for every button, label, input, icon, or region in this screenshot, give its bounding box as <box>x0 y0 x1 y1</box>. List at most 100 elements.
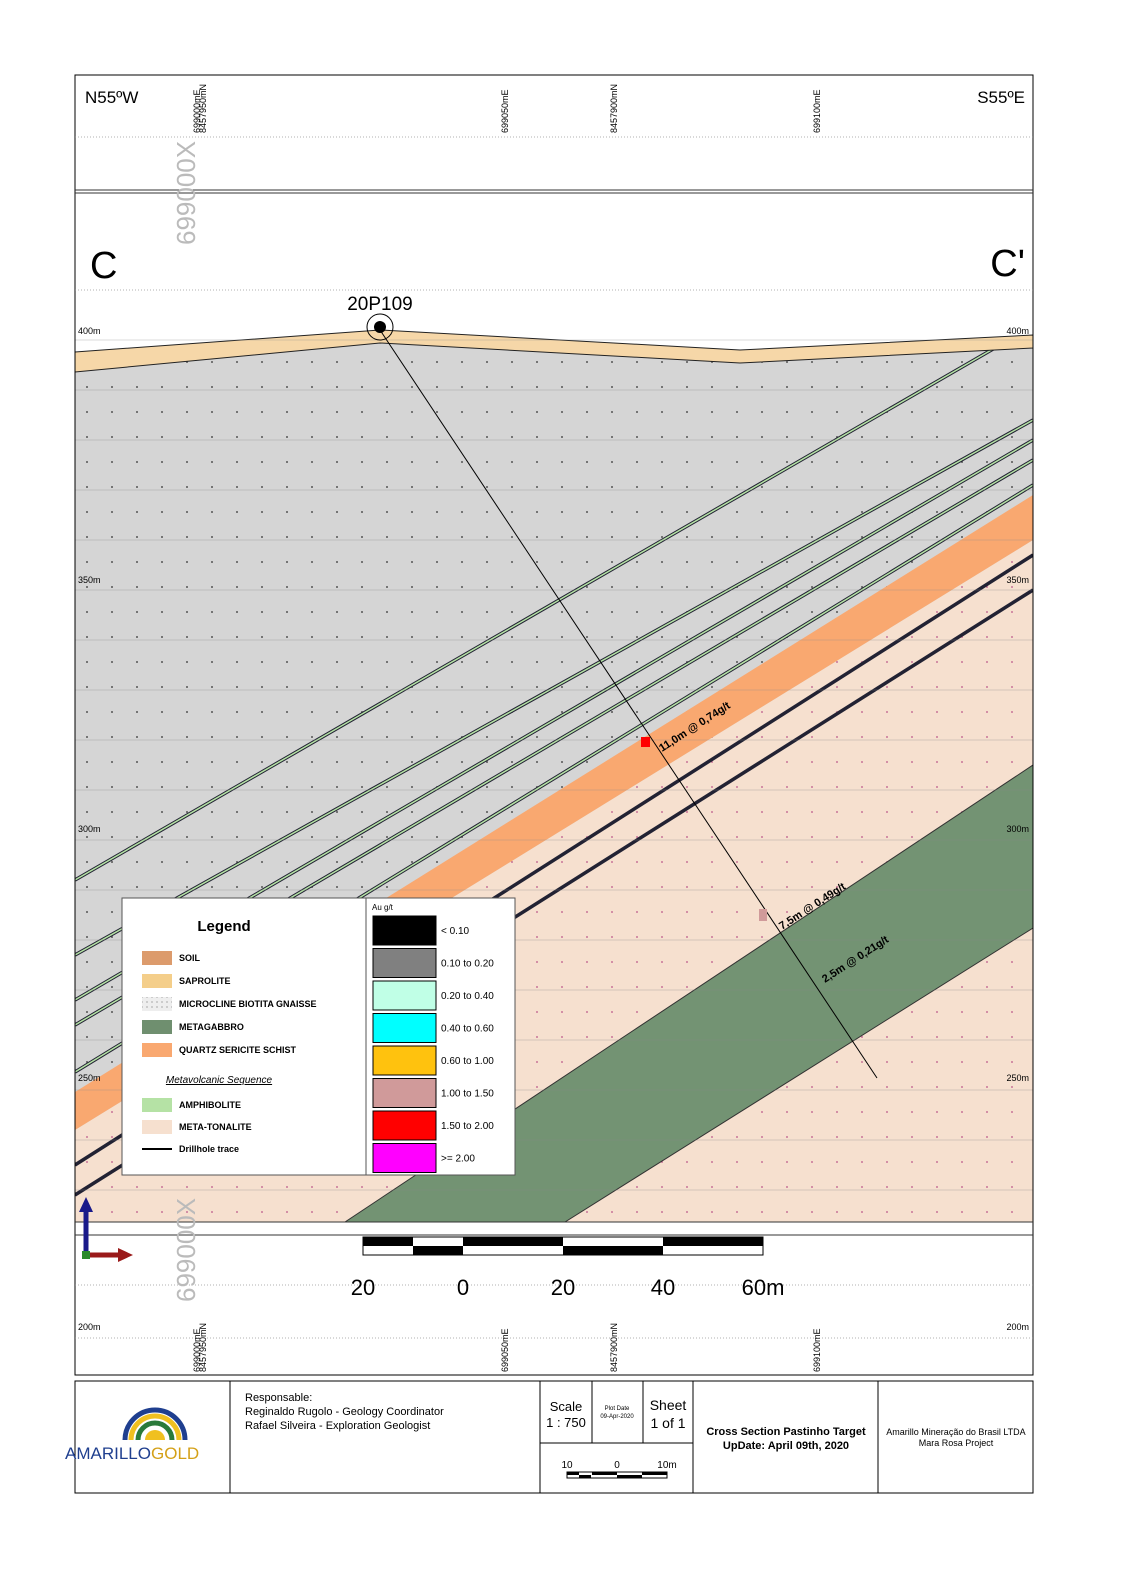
legend-swatch <box>142 951 172 965</box>
elevation-label: 250m <box>1006 1073 1029 1083</box>
company-logo: GOLD <box>151 1444 199 1463</box>
company-logo: AMARILLO <box>65 1444 151 1463</box>
elevation-label: 400m <box>78 326 101 336</box>
legend-title: Legend <box>197 918 250 935</box>
scale-label: 20 <box>351 1275 375 1300</box>
legend-label: MICROCLINE BIOTITA GNAISSE <box>179 999 317 1009</box>
scale-label: 40 <box>651 1275 675 1300</box>
grid-label: 699100mE <box>812 89 822 133</box>
text: 10 <box>561 1460 573 1471</box>
intercept-mark <box>759 909 767 921</box>
saprolite <box>75 329 1033 373</box>
grade-swatch <box>372 980 437 1011</box>
axis-arrow <box>82 1251 90 1259</box>
elevation-label: 400m <box>1006 326 1029 336</box>
text: 1 of 1 <box>650 1415 685 1431</box>
grid-label: 699000mE <box>192 89 202 133</box>
grade-label: 0.60 to 1.00 <box>441 1056 494 1067</box>
watermark: 699000X <box>171 1198 201 1302</box>
grid-label: 8457900mN <box>609 84 619 133</box>
grid-label: 8457950mN <box>198 1323 208 1372</box>
grid-label: 8457900mN <box>609 1323 619 1372</box>
direction: S55ºE <box>977 88 1025 107</box>
text: Plot Date <box>605 1406 630 1412</box>
legend-swatch <box>142 1020 172 1034</box>
scale-label: 20 <box>551 1275 575 1300</box>
grade-swatch <box>372 948 437 978</box>
frame <box>74 74 1034 1376</box>
scale-label: 60m <box>742 1275 785 1300</box>
grade-swatch <box>372 1013 437 1043</box>
elevation-label: 250m <box>78 1073 101 1083</box>
legend-swatch <box>142 997 172 1011</box>
grade-swatch <box>372 1143 437 1173</box>
legend-title: Au g/t <box>372 903 394 912</box>
legend-label: METAGABBRO <box>179 1022 244 1032</box>
grade-swatch <box>372 1110 437 1141</box>
grid-label: 699000mE <box>192 1328 202 1372</box>
grid-lines <box>75 339 1033 1191</box>
elevation-label: 200m <box>1006 1322 1029 1332</box>
text: Responsable: <box>245 1392 312 1404</box>
elevation-label: 300m <box>1006 824 1029 834</box>
text: Amarillo Mineração do Brasil LTDA <box>886 1427 1025 1437</box>
subtitle: UpDate: April 09th, 2020 <box>723 1440 849 1452</box>
title: Cross Section Pastinho Target <box>706 1426 866 1438</box>
grade-swatch <box>372 915 437 946</box>
elevation-label: 200m <box>78 1322 101 1332</box>
watermark: 699000X <box>171 141 201 245</box>
grade-label: 0.40 to 0.60 <box>441 1024 494 1035</box>
grid-label: 8457950mN <box>198 84 208 133</box>
elevation-label: 300m <box>78 824 101 834</box>
section-label: C' <box>990 243 1025 285</box>
sky <box>75 290 1033 352</box>
text: 0 <box>614 1460 620 1471</box>
elevation-label: 350m <box>1006 575 1029 585</box>
grade-swatch <box>372 1078 437 1108</box>
labels: 699000mE699000mE8457950mN8457950mN699050… <box>78 84 1029 1372</box>
text: 09-Apr-2020 <box>600 1414 634 1420</box>
grade-label: >= 2.00 <box>441 1154 475 1165</box>
collar <box>366 313 394 341</box>
legend-swatch <box>142 1120 172 1134</box>
grid-label: 699100mE <box>812 1328 822 1372</box>
title-block <box>74 1380 1034 1494</box>
axis-arrow <box>118 1248 133 1262</box>
scale-bar <box>362 1236 764 1256</box>
grade-label: 0.20 to 0.40 <box>441 991 494 1002</box>
legend-items: SOIL SAPROLITE MICROCLINE BIOTITA GNAISSE M… <box>142 915 494 1173</box>
text: 1 : 750 <box>546 1415 586 1430</box>
axis-arrow <box>79 1197 93 1212</box>
grade-swatch <box>372 1045 437 1076</box>
legend-swatch <box>142 1043 172 1057</box>
drillhole-id: 20P109 <box>347 294 413 315</box>
legend-label: QUARTZ SERICITE SCHIST <box>179 1045 297 1055</box>
drillhole-trace <box>379 329 878 1079</box>
direction: N55ºW <box>85 88 138 107</box>
legend-subheading: Metavolcanic Sequence <box>166 1075 273 1086</box>
legend-label: AMPHIBOLITE <box>179 1100 241 1110</box>
text: Sheet <box>650 1397 687 1413</box>
text: Mara Rosa Project <box>919 1438 994 1448</box>
legend-label: META-TONALITE <box>179 1122 252 1132</box>
elevation-label: 350m <box>78 575 101 585</box>
text: Scale <box>550 1399 583 1414</box>
section-label: C <box>90 245 117 287</box>
metagabbro <box>344 764 1033 1222</box>
grid-label: 699050mE <box>500 89 510 133</box>
collar <box>374 321 386 333</box>
scale-labels: 20 0 20 40 60m <box>351 1275 785 1300</box>
text: 10m <box>657 1460 676 1471</box>
legend-label: Drillhole trace <box>179 1144 239 1154</box>
grade-label: 1.00 to 1.50 <box>441 1089 494 1100</box>
text: Reginaldo Rugolo - Geology Coordinator <box>245 1406 444 1418</box>
text: Rafael Silveira - Exploration Geologist <box>245 1420 430 1432</box>
legend-label: SOIL <box>179 953 201 963</box>
intercept-mark <box>641 737 650 747</box>
grade-label: 0.10 to 0.20 <box>441 959 494 970</box>
logo <box>122 1407 188 1441</box>
grade-label: < 0.10 <box>441 926 470 937</box>
